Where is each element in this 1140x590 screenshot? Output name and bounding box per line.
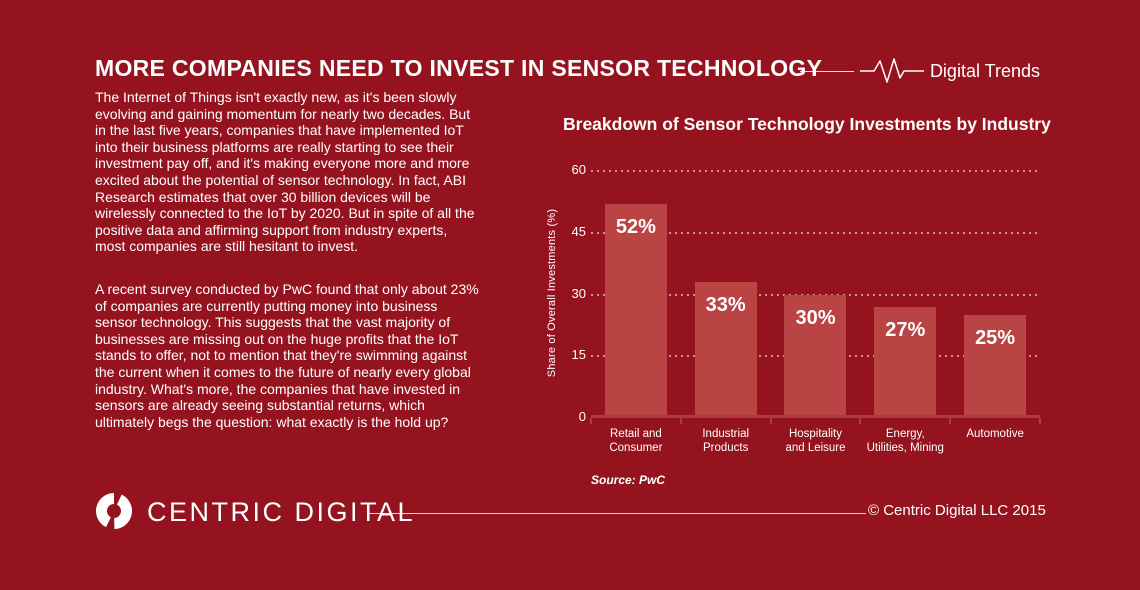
x-label-retail-and-consumer: Retail and Consumer <box>591 427 681 455</box>
x-axis-tick-1 <box>679 418 682 424</box>
bar-cell-energy-utilities-mining: 27% <box>860 306 950 418</box>
x-label-line: Hospitality <box>788 428 843 440</box>
x-axis-tick-3 <box>859 418 862 424</box>
article-body: The Internet of Things isn't exactly new… <box>95 89 479 456</box>
bar-value-automotive: 25% <box>975 327 1016 350</box>
x-label-line: Energy, <box>885 428 925 440</box>
x-axis-category-labels: Retail and Consumer Industrial Products Hosp… <box>591 427 1040 455</box>
centric-digital-logo-icon <box>96 492 132 529</box>
x-label-line: Consumer <box>609 442 663 454</box>
chart-title: Breakdown of Sensor Technology Investmen… <box>563 114 1051 134</box>
x-label-energy-utilities-mining: Energy, Utilities, Mining <box>860 427 950 455</box>
bar-cell-automotive: 25% <box>950 315 1040 418</box>
x-label-line: and Leisure <box>785 442 846 454</box>
x-label-line: Retail and <box>610 428 662 440</box>
footer-divider-line <box>368 513 866 514</box>
brand-tag: Digital Trends <box>929 60 1040 81</box>
x-axis-tick-5 <box>1039 418 1041 424</box>
heartbeat-pulse-icon <box>859 58 924 83</box>
bar-cell-hospitality-and-leisure: 30% <box>771 294 861 418</box>
x-label-industrial-products: Industrial Products <box>681 427 771 455</box>
bar-energy-utilities-mining: 27% <box>874 306 937 418</box>
gridline-45 <box>591 231 1040 234</box>
centric-digital-logo-text: CENTRIC DIGITAL <box>147 497 416 527</box>
bar-hospitality-and-leisure: 30% <box>784 294 847 418</box>
article-paragraph-2: A recent survey conducted by PwC found t… <box>95 280 479 430</box>
gridline-60 <box>591 170 1040 172</box>
bar-value-industrial-products: 33% <box>705 294 746 317</box>
bar-cell-industrial-products: 33% <box>681 282 771 418</box>
bar-automotive: 25% <box>964 315 1027 418</box>
x-label-line: Industrial <box>702 428 750 440</box>
x-label-hospitality-and-leisure: Hospitality and Leisure <box>771 427 861 455</box>
article-paragraph-1: The Internet of Things isn't exactly new… <box>95 89 475 255</box>
x-label-line: Products <box>703 442 749 454</box>
y-axis-tick-labels: 0 15 30 45 60 <box>536 150 586 424</box>
x-axis-tick-0 <box>590 418 592 424</box>
y-tick-label-60: 60 <box>571 162 586 177</box>
x-label-line: Utilities, Mining <box>866 442 944 454</box>
x-axis-tick-2 <box>769 418 772 424</box>
copyright-text: © Centric Digital LLC 2015 <box>868 502 1046 519</box>
bar-cell-retail-and-consumer: 52% <box>591 203 681 418</box>
y-tick-label-15: 15 <box>571 347 586 363</box>
header-divider-line <box>800 70 854 72</box>
y-tick-label-0: 0 <box>578 409 586 424</box>
x-axis-tick-4 <box>949 418 952 424</box>
bar-retail-and-consumer: 52% <box>604 203 667 418</box>
page-title: MORE COMPANIES NEED TO INVEST IN SENSOR … <box>95 55 823 81</box>
bar-value-retail-and-consumer: 52% <box>615 215 656 238</box>
bar-value-hospitality-and-leisure: 30% <box>795 306 836 329</box>
x-axis-line <box>591 415 1040 418</box>
bar-chart-plot-area: 52% 33% 30% 27% 25% <box>590 150 1041 424</box>
y-tick-label-45: 45 <box>571 223 586 239</box>
header-brand-group: Digital Trends <box>800 57 1040 85</box>
bars-group: 52% 33% 30% 27% 25% <box>591 150 1040 418</box>
x-label-line: Automotive <box>966 428 1024 440</box>
x-label-automotive: Automotive <box>950 427 1040 455</box>
bar-industrial-products: 33% <box>694 282 757 418</box>
bar-value-energy-utilities-mining: 27% <box>885 318 926 341</box>
chart-source-note: Source: PwC <box>591 473 666 487</box>
y-tick-label-30: 30 <box>571 285 586 301</box>
